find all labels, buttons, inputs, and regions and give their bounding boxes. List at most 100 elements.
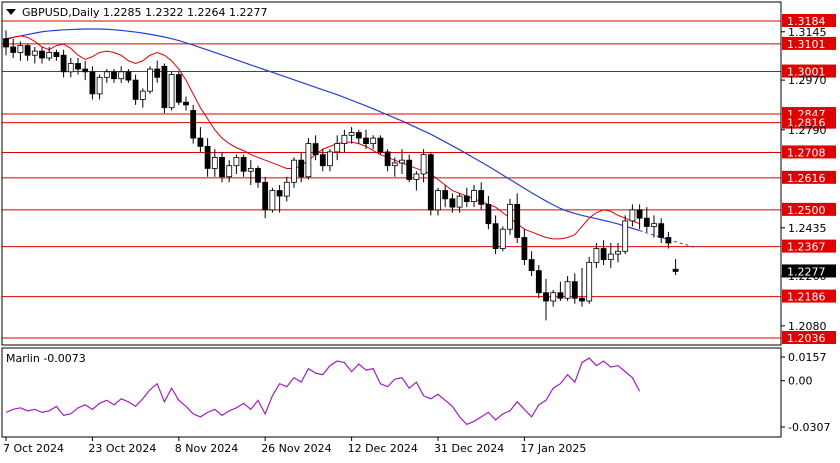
candle-up (67, 63, 74, 73)
candle-up (269, 190, 276, 211)
candle-down (190, 110, 197, 139)
time-tick-label: 12 Dec 2024 (348, 442, 418, 455)
level-label: 1.3101 (787, 38, 826, 51)
time-axis: 7 Oct 2024 23 Oct 2024 8 Nov 2024 26 Nov 20… (3, 437, 586, 455)
candle-down (24, 45, 31, 56)
candle-down (384, 151, 391, 167)
candle-up (46, 52, 53, 59)
candle-up (211, 157, 218, 169)
candle-up (31, 50, 38, 56)
candle-up (327, 151, 333, 167)
level-label: 1.2186 (787, 291, 826, 304)
candle-down (319, 154, 326, 167)
candle-down (571, 281, 578, 299)
candle-up (139, 90, 146, 100)
candle-down (82, 68, 89, 73)
candle-down (10, 46, 17, 53)
price-tick-label: 1.2435 (788, 222, 827, 235)
candle-up (334, 143, 341, 153)
candle-down (197, 137, 204, 147)
candle-down (262, 181, 269, 211)
candle-down (3, 38, 9, 48)
candle-up (283, 181, 290, 197)
candle-down (514, 203, 521, 238)
price-tick-label: 1.3145 (788, 26, 827, 39)
menu-triangle-icon[interactable] (6, 9, 16, 15)
candle-down (543, 292, 549, 302)
candle-up (564, 281, 571, 299)
level-label-bg (782, 14, 836, 27)
candle-down (111, 71, 117, 80)
candle-up (118, 71, 125, 80)
level-label-bg (782, 170, 836, 184)
current-price-label: 1.2277 (787, 265, 826, 278)
candle-up (96, 76, 103, 95)
time-tick-label: 8 Nov 2024 (175, 442, 238, 455)
candle-up (247, 168, 254, 172)
level-label: 1.2816 (787, 117, 826, 130)
time-tick-label: 26 Nov 2024 (261, 442, 331, 455)
candle-down (312, 143, 319, 156)
candle-down (579, 297, 585, 302)
level-label-bg (782, 64, 836, 78)
candle-up (413, 173, 420, 180)
candle-up (399, 159, 405, 164)
candle-up (168, 74, 175, 109)
osc-tick-label: 0.00 (788, 375, 813, 388)
candle-up (651, 223, 657, 227)
level-label: 1.2500 (787, 204, 826, 217)
level-label-bg (782, 239, 836, 253)
candle-down (449, 198, 456, 208)
price-tick-label: 1.2970 (788, 74, 827, 87)
level-label: 1.3184 (787, 15, 826, 28)
candle-down (600, 248, 607, 260)
level-label: 1.2367 (787, 241, 826, 254)
level-label: 1.3001 (787, 66, 826, 79)
candle-down (53, 52, 60, 58)
horizontal-levels: 1.31841.31011.30011.28471.28161.27081.26… (2, 14, 836, 345)
candle-down (672, 268, 679, 272)
candle-down (485, 203, 492, 225)
level-label-bg (782, 145, 836, 159)
candle-up (499, 228, 506, 249)
candle-up (420, 154, 427, 175)
ma-slow-line (5, 28, 640, 232)
candle-up (629, 209, 636, 222)
candle-down (276, 190, 283, 197)
candle-down (183, 101, 189, 106)
candle-up (348, 132, 355, 136)
time-tick-label: 23 Oct 2024 (88, 442, 156, 455)
candle-down (89, 71, 96, 95)
candle-down (406, 159, 413, 180)
candle-down (377, 137, 384, 153)
candle-up (370, 137, 377, 145)
marlin-line (5, 357, 641, 426)
time-tick-label: 17 Jan 2025 (520, 442, 586, 455)
candle-up (615, 250, 621, 255)
candle-down (125, 71, 132, 81)
osc-tick-label: 0.0157 (788, 351, 827, 364)
candle-down (204, 145, 211, 169)
level-label: 1.2708 (787, 146, 826, 159)
candle-up (226, 165, 233, 178)
candle-up (586, 261, 593, 302)
osc-tick-label: -0.0307 (788, 421, 830, 434)
candle-down (442, 190, 449, 200)
candle-down (75, 63, 81, 70)
candle-down (535, 270, 542, 294)
marlin-oscillator: 0.0157 0.00 -0.0307 (5, 351, 830, 434)
level-label-bg (782, 36, 836, 50)
candle-down (427, 154, 434, 211)
candle-down (175, 74, 182, 103)
price-tick-label: 1.2790 (788, 124, 827, 137)
level-label-bg (782, 115, 836, 129)
candle-up (607, 253, 614, 260)
candle-up (550, 292, 557, 302)
candle-down (492, 223, 499, 249)
level-label-bg (782, 331, 836, 344)
candle-down (154, 68, 161, 78)
candle-down (298, 159, 305, 178)
